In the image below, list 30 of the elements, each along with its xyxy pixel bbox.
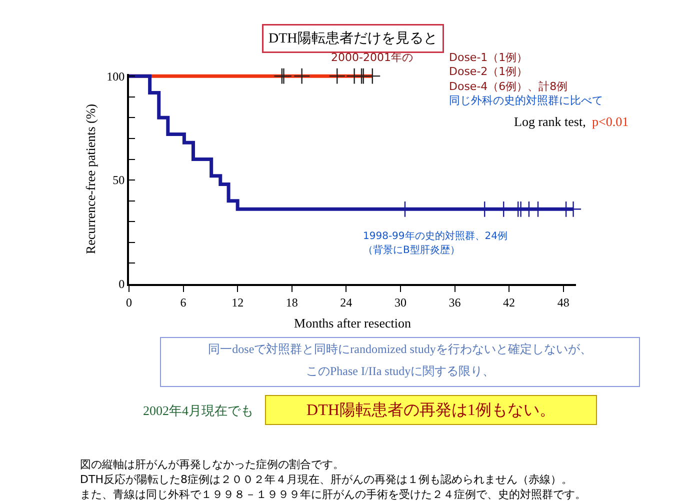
- annotation: Dose-2（1例）: [449, 65, 528, 78]
- y-tick-label: 100: [106, 69, 125, 84]
- y-tick-label: 0: [118, 277, 125, 292]
- text: DTH反応が陽転した8症例は２００２年４月現在、肝がんの再発は１例も認められません（赤線）。: [80, 473, 572, 486]
- y-tick-label: 50: [112, 173, 125, 188]
- text: p<0.01: [592, 114, 629, 129]
- text: DTH陽転患者の再発は1例もない。: [306, 401, 556, 419]
- x-tick-label: 18: [286, 295, 298, 310]
- annotation: （背景にB型肝炎歴）: [363, 244, 460, 256]
- x-tick-label: 12: [232, 295, 244, 310]
- text: 2002年4月現在でも: [143, 403, 254, 418]
- annotation: 同じ外科の史的対照群に比べて: [449, 94, 603, 107]
- text: また、青線は同じ外科で１９９８－１９９９年に肝がんの手術を受けた２４症例で、史的対照群です。: [80, 488, 586, 501]
- x-tick-label: 48: [557, 295, 570, 310]
- x-tick-label: 42: [503, 295, 516, 310]
- annotation: Log rank test,: [514, 114, 586, 129]
- text: 図の縦軸は肝がんが再発しなかった症例の割合です。: [80, 458, 344, 471]
- x-tick-label: 24: [340, 295, 352, 310]
- annotation: 1998-99年の史的対照群、24例: [363, 230, 508, 242]
- x-tick-label: 6: [180, 295, 186, 310]
- x-tick-label: 36: [448, 295, 461, 310]
- chart-title: DTH陽転患者だけを見ると: [268, 30, 438, 46]
- x-axis-title: Months after resection: [294, 316, 412, 330]
- text: 2000-2001年の: [331, 51, 413, 64]
- text: このPhase I/IIa studyに関する限り、: [306, 364, 495, 378]
- y-axis-title: Recurrence-free patients (%): [83, 104, 98, 254]
- text: 同一doseで対照群と同時にrandomized studyを行わないと確定しないが、: [208, 342, 592, 356]
- annotation: Dose-4（6例）、計8例: [449, 80, 568, 93]
- x-tick-label: 30: [394, 295, 406, 310]
- text: Dose-1（1例）: [449, 51, 528, 64]
